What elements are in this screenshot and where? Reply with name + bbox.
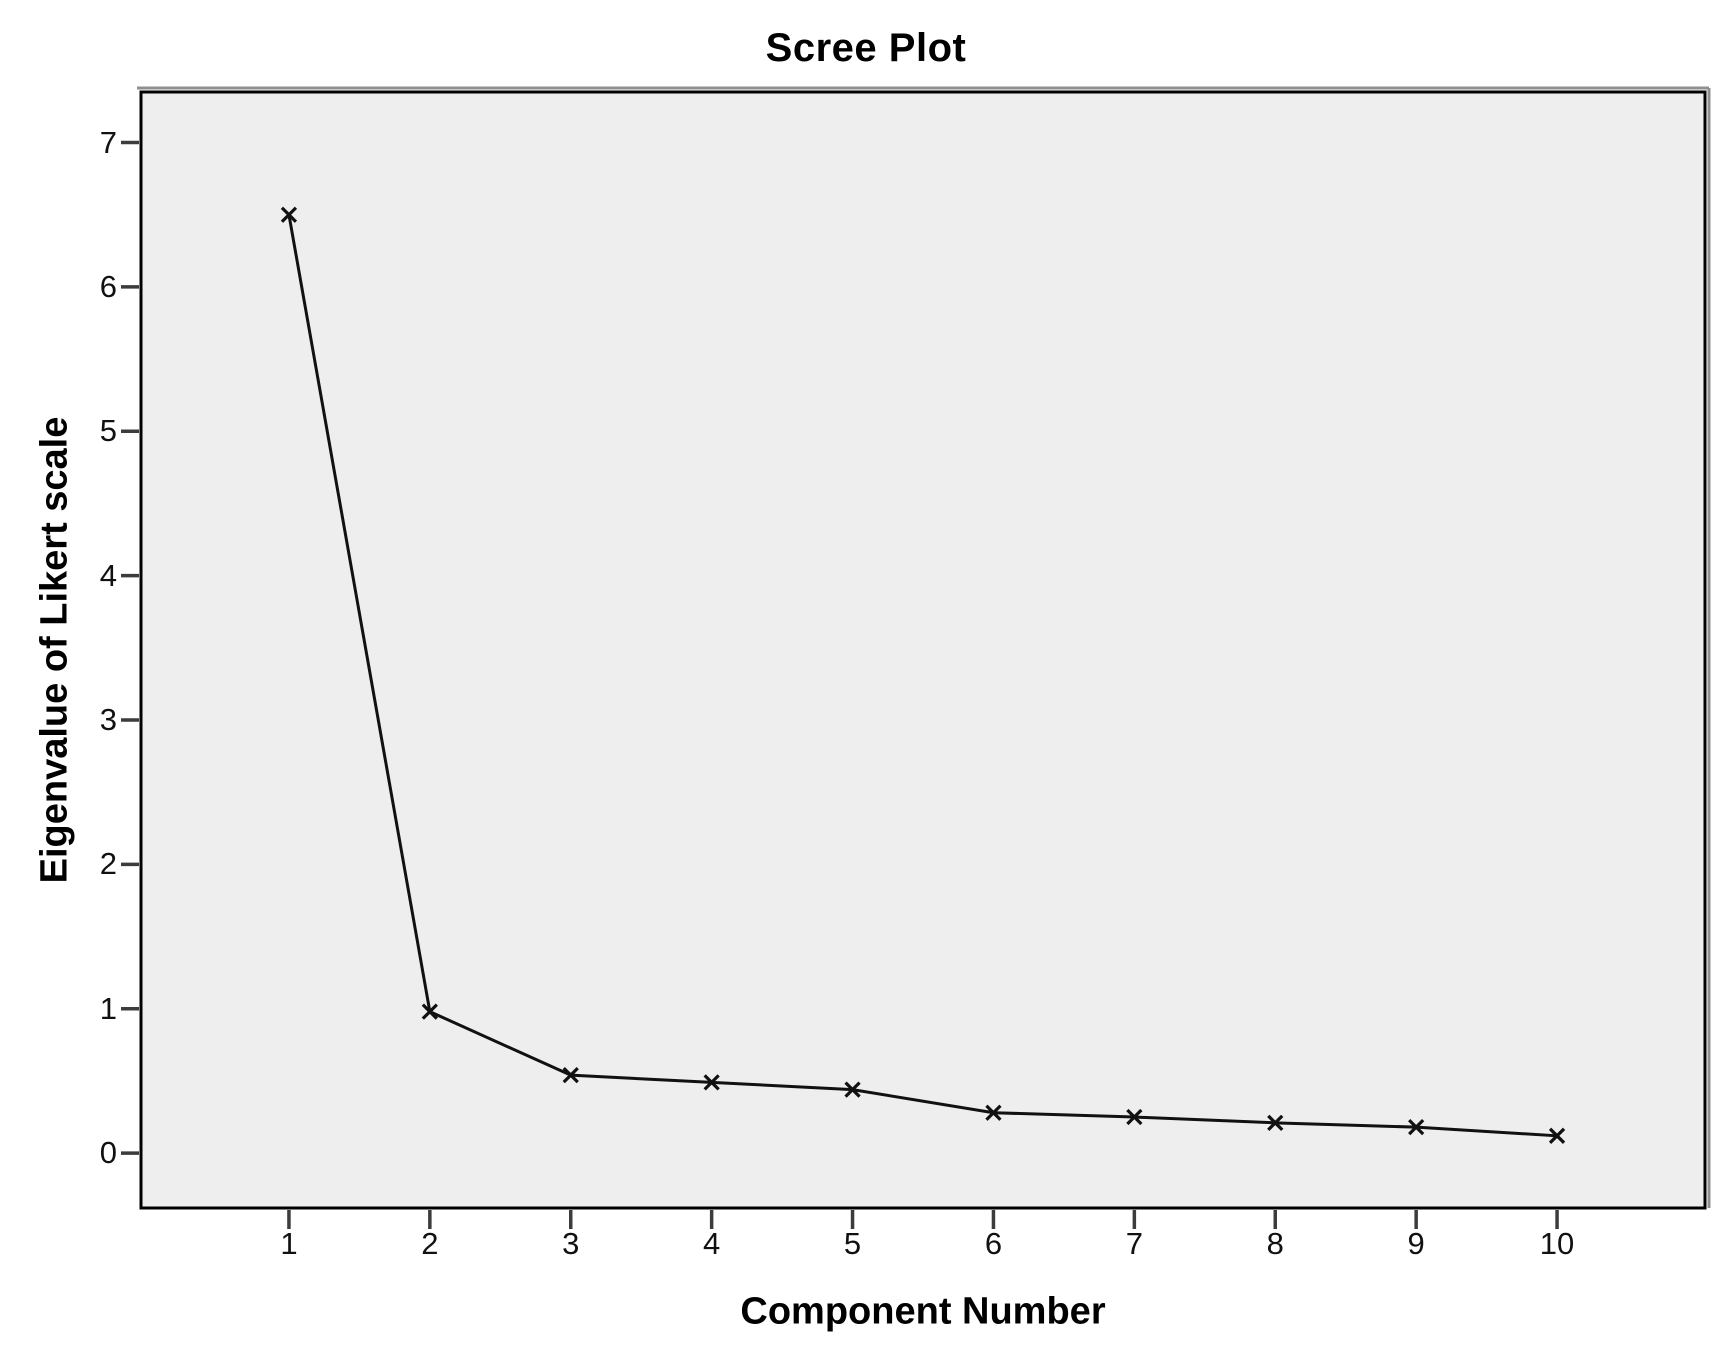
x-tick-label: 9 [1407, 1226, 1425, 1261]
y-tick-label: 3 [99, 702, 117, 738]
y-tick-label: 5 [99, 413, 117, 449]
y-tick-label: 1 [99, 990, 117, 1026]
data-point-marker [844, 1081, 861, 1098]
data-point-marker [1126, 1108, 1143, 1126]
plot-background [139, 90, 1707, 1210]
data-point-marker [703, 1074, 720, 1091]
y-tick-label: 2 [99, 846, 117, 882]
x-tick-label: 4 [703, 1226, 721, 1261]
x-tick-label: 5 [843, 1226, 862, 1261]
x-tick-label: 10 [1539, 1226, 1575, 1261]
scree-line [287, 214, 1558, 1138]
x-tick-label: 2 [421, 1226, 439, 1261]
x-tick-label: 1 [280, 1226, 298, 1261]
data-point-marker [1408, 1119, 1425, 1136]
x-tick-label: 6 [984, 1226, 1003, 1261]
data-point-marker [1267, 1114, 1284, 1131]
y-tick-label: 0 [99, 1135, 117, 1171]
y-axis-title: Eigenvalue of Likert scale [33, 416, 76, 884]
x-tick-label: 8 [1266, 1226, 1284, 1261]
x-axis-title: Component Number [740, 1290, 1106, 1333]
y-tick-label: 4 [99, 557, 117, 593]
data-point-marker [421, 1003, 438, 1020]
data-point-marker [562, 1067, 579, 1084]
chart-title: Scree Plot [765, 26, 967, 70]
y-tick-label: 6 [99, 268, 117, 304]
x-tick-label: 3 [562, 1226, 580, 1261]
data-point-marker [1548, 1127, 1566, 1144]
plot-area [121, 86, 1711, 1229]
data-point-marker [985, 1104, 1002, 1121]
y-tick-label: 7 [99, 124, 117, 160]
data-point-marker [280, 206, 298, 223]
x-tick-label: 7 [1125, 1226, 1143, 1261]
